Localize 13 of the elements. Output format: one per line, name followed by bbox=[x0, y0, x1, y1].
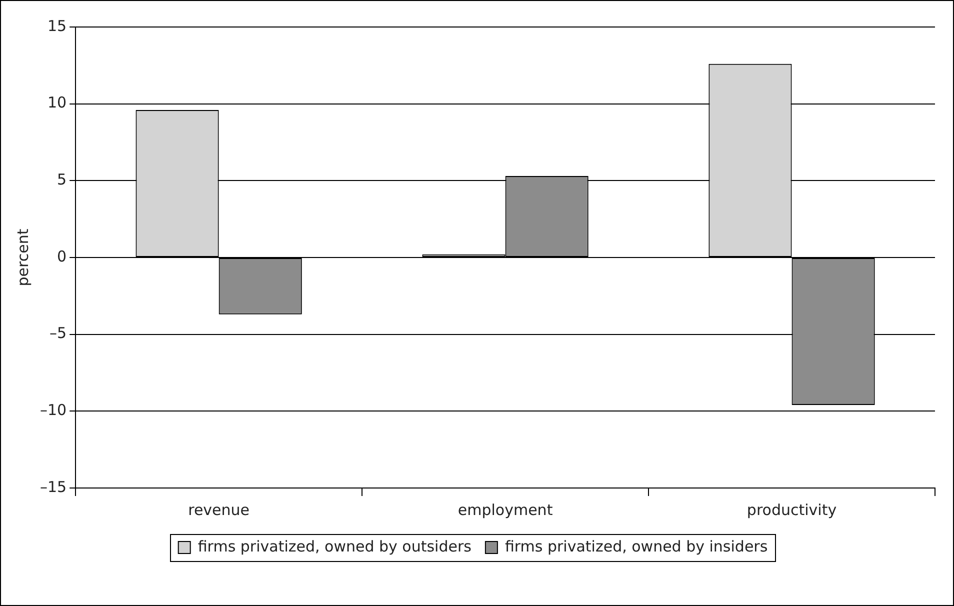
legend-label: firms privatized, owned by outsiders bbox=[198, 537, 472, 556]
y-tick-label: 5 bbox=[57, 170, 67, 189]
x-tick-label: revenue bbox=[188, 500, 250, 519]
x-tick-label: productivity bbox=[746, 500, 837, 519]
y-tick-label: 10 bbox=[47, 94, 67, 112]
y-tick-label: 15 bbox=[47, 16, 67, 35]
x-tick-label: employment bbox=[458, 500, 553, 519]
legend-label: firms privatized, owned by insiders bbox=[504, 537, 768, 556]
y-axis-title: percent bbox=[14, 228, 32, 286]
y-tick-label: –15 bbox=[40, 478, 67, 496]
y-tick-label: 0 bbox=[57, 247, 67, 266]
y-tick-label: –5 bbox=[50, 324, 67, 342]
y-tick-label: –10 bbox=[40, 401, 67, 420]
